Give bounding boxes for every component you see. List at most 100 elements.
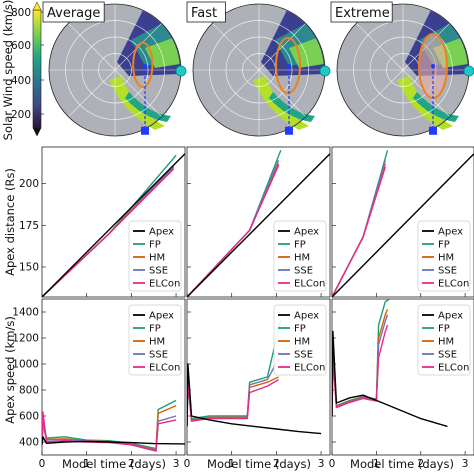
line-chart-panels: 150175200ApexFPHMSSEELConApexFPHMSSEELCo… — [12, 146, 474, 470]
x-tick-label: 2 — [128, 458, 135, 470]
y-tick-label: 175 — [19, 220, 39, 232]
legend-label-elcon: ELCon — [149, 279, 180, 290]
colorbar-bottom-arrow — [32, 127, 42, 137]
legend-label-apex: Apex — [149, 311, 174, 322]
polar-grid-spoke — [212, 69, 260, 117]
polar-grid-spoke — [68, 23, 116, 71]
legend-label-sse: SSE — [438, 266, 457, 277]
panel-apex-speed-extreme: 0 1 2 3 Apex FP HM SSE ELCon — [329, 298, 474, 470]
panel-apex-speed-average: 400 600 800 1000 1200 1400 0 1 2 3 Apex FP HM SSE ELCo… — [12, 298, 186, 470]
polar-panel-extreme: Extreme — [330, 1, 474, 137]
panel-title: Extreme — [335, 6, 390, 21]
xlabel-average: Model time (days) — [62, 457, 166, 471]
legend-box — [417, 220, 471, 292]
cme-outline — [132, 41, 154, 89]
series-group — [42, 399, 185, 452]
apex-distance-ylabel: Apex distance (Rs) — [3, 168, 17, 276]
legend-label-fp: FP — [294, 240, 306, 251]
legend-label-hm: HM — [149, 337, 165, 348]
legend-label-sse: SSE — [149, 266, 168, 277]
legend-box — [273, 220, 327, 292]
legend-box — [273, 304, 327, 376]
legend-label-hm: HM — [294, 253, 310, 264]
series-line-elcon — [332, 324, 389, 417]
series-line-apex — [42, 153, 185, 297]
panel-title: Average — [47, 6, 100, 21]
colorbar-top-arrow — [32, 1, 42, 11]
y-tick-label: 200 — [19, 178, 39, 190]
series-group — [187, 150, 330, 297]
earth-marker — [319, 65, 331, 77]
x-tick-label: 2 — [273, 458, 280, 470]
polar-panel-average: Average — [42, 1, 187, 137]
apex-marker — [143, 64, 147, 68]
colorbar-tick-400: 400 — [11, 75, 31, 87]
legend-box — [417, 304, 471, 376]
legend-label-fp: FP — [149, 324, 161, 335]
legend: Apex FP HM SSE ELCon — [417, 220, 471, 292]
panel-apex-distance-fast: Apex FP HM SSE ELCon — [186, 146, 331, 298]
y-tick-label: 1400 — [12, 307, 39, 319]
polar-grid-spoke — [356, 69, 404, 117]
legend-label-fp: FP — [438, 324, 450, 335]
legend-label-elcon: ELCon — [438, 363, 469, 374]
apex-marker — [431, 64, 435, 68]
x-tick-label: 1 — [228, 458, 235, 470]
series-line-apex — [42, 436, 185, 445]
series-group — [42, 153, 185, 297]
earth-marker — [463, 65, 474, 77]
x-tick-label: 0 — [329, 458, 336, 470]
legend-label-elcon: ELCon — [294, 279, 325, 290]
polar-grid-spoke — [356, 23, 404, 71]
series-line-apex — [332, 330, 448, 428]
x-tick-label: 0 — [184, 458, 191, 470]
polar-grid-spoke — [258, 69, 306, 117]
solar-wind-band — [397, 76, 453, 130]
polar-grid-spoke — [114, 69, 162, 117]
y-tick-label: 600 — [19, 411, 39, 423]
panel-title-box — [42, 1, 105, 23]
polar-grid-spoke — [258, 23, 306, 71]
panel-apex-speed-fast: 0 1 2 3 Apex FP HM SSE ELCon — [184, 298, 331, 470]
x-tick-label: 3 — [318, 458, 325, 470]
y-tick-label: 1000 — [12, 359, 39, 371]
legend-label-apex: Apex — [149, 227, 174, 238]
legend: Apex FP HM SSE ELCon — [128, 220, 182, 292]
legend: Apex FP HM SSE ELCon — [273, 304, 327, 376]
legend: Apex FP HM SSE ELCon — [128, 304, 182, 376]
polar-panel-fast: Fast — [186, 1, 331, 137]
legend-label-elcon: ELCon — [438, 279, 469, 290]
series-line-apex — [187, 363, 322, 435]
x-tick-label: 1 — [83, 458, 90, 470]
polar-grid-spoke — [212, 23, 260, 71]
legend-label-apex: Apex — [294, 227, 319, 238]
colorbar-label: Solar Wind speed (km/s) — [1, 0, 15, 140]
series-group — [187, 319, 322, 435]
series-line-elcon — [332, 166, 386, 297]
series-group — [332, 150, 474, 297]
series-line-elcon — [187, 165, 280, 297]
x-tick-label: 3 — [462, 458, 469, 470]
legend-label-apex: Apex — [294, 311, 319, 322]
legend: Apex FP HM SSE ELCon — [417, 304, 471, 376]
legend-label-fp: FP — [149, 240, 161, 251]
apex-speed-ylabel: Apex speed (km/s) — [3, 316, 17, 424]
legend: Apex FP HM SSE ELCon — [273, 220, 327, 292]
panel-apex-distance-average: 150 175 200 Apex FP HM SSE ELCon — [19, 146, 186, 298]
y-tick-label: 800 — [19, 385, 39, 397]
colorbar-tick-800: 800 — [11, 7, 31, 19]
xlabel-extreme: Model time (days) — [350, 457, 454, 471]
panel-title: Fast — [191, 6, 217, 21]
polar-grid-spoke — [68, 69, 116, 117]
legend-label-apex: Apex — [438, 227, 463, 238]
x-tick-label: 1 — [373, 458, 380, 470]
series-line-apex — [187, 153, 330, 297]
earth-marker — [175, 65, 187, 77]
legend-label-fp: FP — [438, 240, 450, 251]
legend-label-hm: HM — [294, 337, 310, 348]
legend-label-sse: SSE — [149, 350, 168, 361]
panel-title-box — [186, 1, 226, 23]
solar-wind-fast-core — [289, 38, 324, 68]
legend-label-hm: HM — [438, 337, 454, 348]
